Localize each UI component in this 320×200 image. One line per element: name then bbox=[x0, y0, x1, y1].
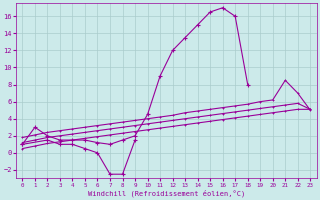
X-axis label: Windchill (Refroidissement éolien,°C): Windchill (Refroidissement éolien,°C) bbox=[88, 189, 245, 197]
